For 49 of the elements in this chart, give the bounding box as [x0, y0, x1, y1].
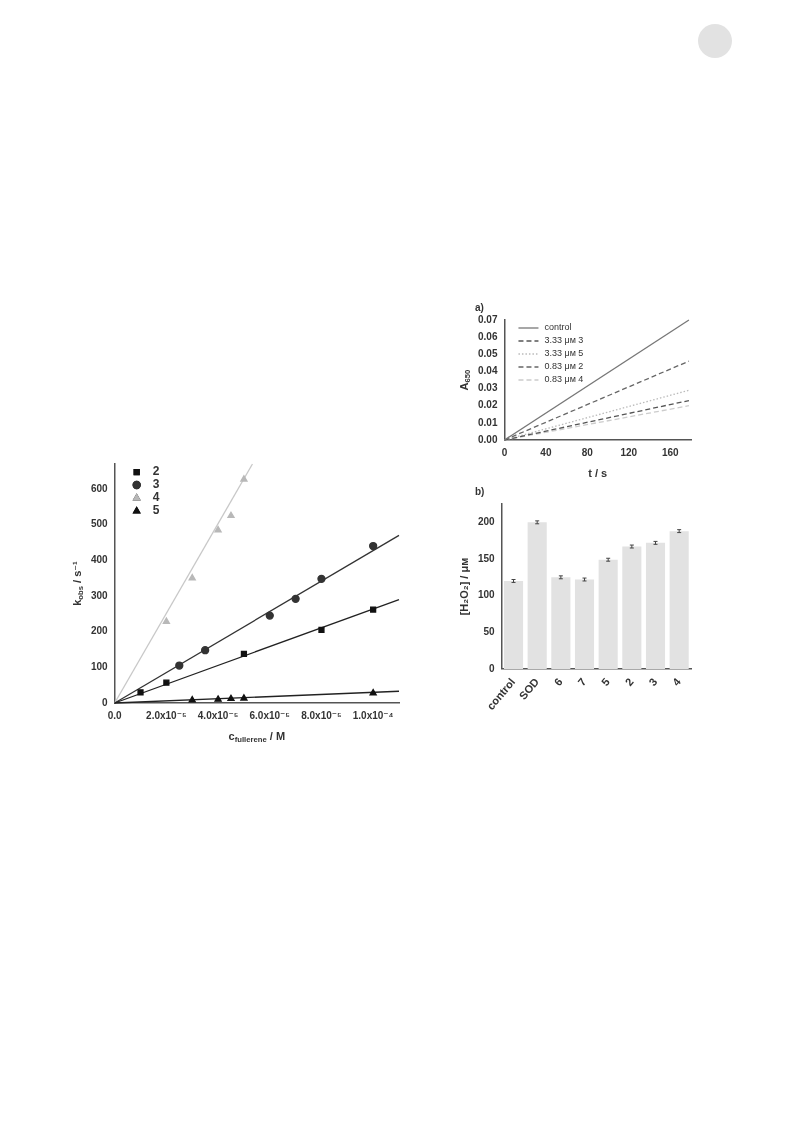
x-tick-label: 4: [669, 675, 684, 689]
chart-title: b): [475, 485, 485, 497]
legend-label: 3: [152, 477, 160, 492]
y-tick-label: 0.06: [477, 330, 498, 342]
legend-label: 0.83 μᴍ 4: [544, 374, 584, 385]
legend-label: 0.83 μᴍ 2: [544, 361, 584, 372]
legend-label: 4: [152, 490, 160, 505]
x-tick-label: 120: [620, 446, 638, 458]
y-axis-title: [H₂O₂] / μᴍ: [458, 557, 471, 616]
y-tick-label: 600: [91, 482, 109, 494]
x-tick-label: 0.0: [107, 709, 123, 721]
y-tick-label: 150: [478, 552, 496, 564]
y-tick-label: 200: [91, 625, 109, 637]
y-tick-label: 400: [91, 554, 109, 566]
legend-label: 2: [152, 464, 160, 479]
x-tick-label: 40: [540, 446, 552, 458]
x-tick-label: 80: [581, 446, 594, 458]
x-tick-label: 2.0x10⁻⁵: [146, 709, 187, 721]
x-tick-label: 6.0x10⁻⁵: [249, 709, 291, 721]
x-axis-title: t / s: [588, 467, 608, 480]
x-tick-label: 4.0x10⁻⁵: [197, 709, 239, 721]
legend-label: 5: [152, 503, 160, 518]
legend-label: 3.33 μᴍ 5: [544, 348, 584, 359]
y-tick-label: 0.03: [477, 382, 498, 394]
x-tick-label: 3: [646, 675, 660, 689]
x-tick-label: 0: [501, 446, 508, 458]
x-tick-label: 6: [551, 675, 565, 689]
legend-label: 3.33 μᴍ 3: [544, 335, 584, 346]
chart-title: a): [475, 301, 484, 313]
y-tick-label: 0.01: [477, 416, 498, 428]
y-tick-label: 100: [91, 661, 109, 673]
y-tick-label: 0.04: [477, 365, 498, 377]
x-tick-label: 8.0x10⁻⁵: [301, 709, 343, 721]
y-tick-label: 200: [478, 516, 496, 528]
y-tick-label: 100: [478, 589, 496, 601]
x-tick-label: 7: [575, 675, 589, 689]
y-tick-label: 50: [483, 626, 496, 638]
y-tick-label: 0.05: [477, 348, 498, 360]
y-tick-label: 0.00: [477, 433, 498, 445]
x-tick-label: 1.0x10⁻⁴: [352, 709, 394, 721]
x-tick-label: 2: [622, 675, 636, 689]
x-tick-label: 160: [661, 446, 680, 458]
y-tick-label: 0.07: [477, 313, 498, 325]
y-tick-label: 0: [489, 662, 496, 674]
y-tick-label: 0.02: [477, 399, 498, 411]
legend-label: control: [544, 322, 572, 333]
y-tick-label: 300: [91, 589, 109, 601]
y-tick-label: 500: [91, 518, 109, 530]
x-tick-label: 5: [598, 675, 613, 689]
